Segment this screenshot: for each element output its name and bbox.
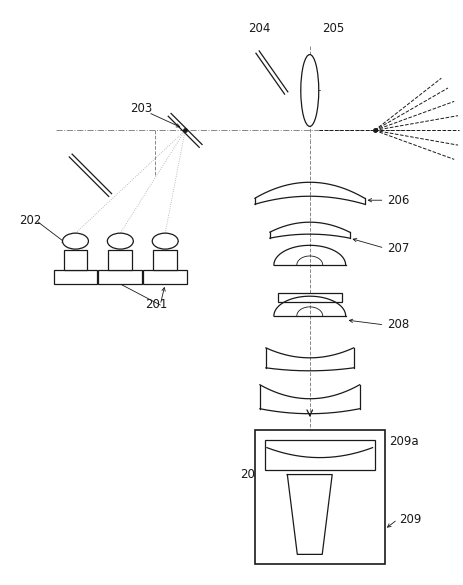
Text: 201: 201 (145, 298, 167, 311)
Text: 206: 206 (387, 194, 409, 207)
Bar (153, 250, 177, 270)
Text: 207: 207 (387, 242, 409, 254)
Ellipse shape (107, 233, 133, 249)
Text: 203: 203 (130, 102, 152, 115)
Ellipse shape (63, 233, 88, 249)
Bar (53, 270, 97, 284)
Ellipse shape (300, 54, 318, 126)
Bar (254, 429, 384, 565)
Text: 205: 205 (321, 22, 343, 35)
Ellipse shape (152, 233, 178, 249)
Text: 204: 204 (247, 22, 270, 35)
Bar (98, 270, 142, 284)
Bar (63, 250, 87, 270)
Bar (277, 293, 341, 302)
Bar (108, 250, 132, 270)
Text: 208: 208 (387, 318, 409, 332)
Bar (264, 440, 374, 470)
Text: 209a: 209a (388, 435, 418, 448)
Bar (143, 270, 187, 284)
Text: 209b: 209b (239, 468, 269, 481)
Text: 202: 202 (19, 214, 41, 226)
Text: 209: 209 (399, 513, 421, 526)
